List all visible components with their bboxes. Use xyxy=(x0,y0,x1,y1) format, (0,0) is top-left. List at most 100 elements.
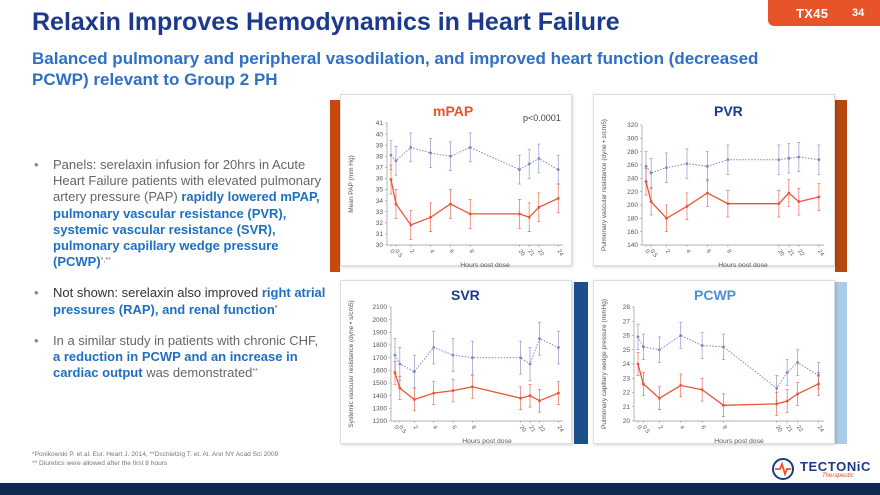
y-tick-label: 1800 xyxy=(373,342,388,349)
series-line-placebo xyxy=(390,146,559,171)
series-line-serelaxin xyxy=(645,181,820,220)
y-tick-label: 30 xyxy=(376,242,384,249)
x-tick-label: 0 xyxy=(635,425,642,431)
y-tick-label: 2100 xyxy=(373,304,388,311)
y-tick-label: 38 xyxy=(376,153,384,160)
y-tick-label: 41 xyxy=(376,120,384,127)
data-point-serelaxin xyxy=(518,212,521,216)
data-point-serelaxin xyxy=(409,223,413,227)
data-point-serelaxin xyxy=(527,215,531,219)
y-tick-label: 240 xyxy=(627,176,638,183)
data-point-serelaxin xyxy=(649,200,653,204)
data-point-placebo xyxy=(518,168,521,171)
x-tick-label: 4 xyxy=(428,249,435,256)
data-point-placebo xyxy=(685,162,689,166)
data-point-serelaxin xyxy=(657,396,661,400)
y-tick-label: 39 xyxy=(376,142,384,149)
bullet-text: Panels: serelaxin infusion for 20hrs in … xyxy=(53,157,322,205)
data-point-placebo xyxy=(429,151,432,155)
bullet-dot: • xyxy=(34,157,39,172)
data-point-placebo xyxy=(398,362,402,366)
x-axis-label: Hours post dose xyxy=(462,438,512,445)
y-tick-label: 36 xyxy=(376,176,384,183)
data-point-placebo xyxy=(679,334,683,337)
slide-number: 34 xyxy=(852,7,865,19)
y-tick-label: 22 xyxy=(623,390,631,397)
data-point-placebo xyxy=(389,153,393,157)
data-point-serelaxin xyxy=(412,398,416,401)
y-tick-label: 26 xyxy=(623,333,631,340)
chart-title: PVR xyxy=(714,103,743,119)
x-tick-label: 0.5 xyxy=(648,249,658,259)
data-point-serelaxin xyxy=(538,399,541,403)
x-tick-label: 21 xyxy=(786,249,795,258)
x-tick-label: 22 xyxy=(795,425,804,434)
x-tick-label: 4 xyxy=(684,249,691,256)
y-axis-label: Pulmonary capillary wedge pressure (mmHg… xyxy=(601,299,608,429)
bullet-text: Not shown: serelaxin also improved xyxy=(53,285,262,301)
accent-bar-orange xyxy=(330,100,340,272)
data-point-serelaxin xyxy=(787,191,791,195)
y-tick-label: 34 xyxy=(376,198,384,205)
series-line-placebo xyxy=(645,156,819,174)
data-point-placebo xyxy=(528,362,532,366)
y-tick-label: 32 xyxy=(376,220,384,227)
data-point-placebo xyxy=(722,345,725,349)
y-tick-label: 28 xyxy=(623,304,631,311)
data-point-placebo xyxy=(787,156,791,160)
data-point-placebo xyxy=(468,146,472,149)
bullet-list: • Panels: serelaxin infusion for 20hrs i… xyxy=(32,157,327,396)
data-point-serelaxin xyxy=(557,391,560,395)
y-tick-label: 31 xyxy=(376,231,384,238)
y-tick-label: 1700 xyxy=(373,355,388,362)
data-point-serelaxin xyxy=(451,389,455,392)
data-point-placebo xyxy=(641,345,645,349)
y-tick-label: 20 xyxy=(623,418,631,425)
data-point-serelaxin xyxy=(394,202,398,206)
y-tick-label: 33 xyxy=(376,209,384,216)
y-axis-label: Mean PAP (mm Hg) xyxy=(348,155,355,213)
p-value-annotation: p<0.0001 xyxy=(523,113,561,123)
y-axis-label: Pulmonary vascular resistance (dyne • s/… xyxy=(601,119,608,251)
slide-subtitle: Balanced pulmonary and peripheral vasodi… xyxy=(32,49,759,89)
data-point-serelaxin xyxy=(665,216,668,220)
x-axis-label: Hours post dose xyxy=(460,262,510,267)
y-tick-label: 200 xyxy=(627,202,638,209)
y-tick-label: 23 xyxy=(623,375,631,382)
data-point-serelaxin xyxy=(519,396,522,400)
x-tick-label: 22 xyxy=(796,249,805,258)
bullet-similar-study: • In a similar study in patients with ch… xyxy=(32,333,327,382)
accent-bar-lightblue xyxy=(835,282,847,444)
company-logo: TECTONiC Therapeutic xyxy=(770,456,870,482)
data-point-placebo xyxy=(726,158,730,162)
y-tick-label: 140 xyxy=(627,242,638,249)
x-axis-label: Hours post dose xyxy=(718,262,768,267)
series-line-serelaxin xyxy=(637,363,819,406)
x-axis-label: Hours post dose xyxy=(714,438,764,445)
data-point-serelaxin xyxy=(700,388,704,392)
series-line-serelaxin xyxy=(394,372,559,402)
y-tick-label: 1600 xyxy=(373,368,388,375)
chart-panel-pvr: PVR 140 160 180 200 220 240 260 280 300 320 0 0.5 2 4… xyxy=(593,94,835,267)
data-point-serelaxin xyxy=(636,362,640,366)
x-tick-label: 22 xyxy=(537,425,546,434)
y-tick-label: 1200 xyxy=(373,418,388,425)
data-point-serelaxin xyxy=(556,197,560,200)
y-tick-label: 1900 xyxy=(373,330,388,337)
data-point-placebo xyxy=(538,337,541,341)
data-point-serelaxin xyxy=(449,202,452,206)
bullet-highlight: rapidly lowered mPAP, pulmonary vascular… xyxy=(53,189,320,270)
x-tick-label: 0 xyxy=(643,249,650,255)
y-tick-label: 21 xyxy=(623,404,631,411)
bullet-ref: ** xyxy=(252,368,258,376)
x-tick-label: 2 xyxy=(408,249,415,255)
data-point-placebo xyxy=(451,353,455,357)
data-point-serelaxin xyxy=(393,371,397,375)
y-tick-label: 25 xyxy=(623,347,631,354)
x-tick-label: 24 xyxy=(556,425,565,434)
data-point-placebo xyxy=(796,361,799,364)
y-tick-label: 35 xyxy=(376,187,384,194)
data-point-serelaxin xyxy=(471,385,474,389)
